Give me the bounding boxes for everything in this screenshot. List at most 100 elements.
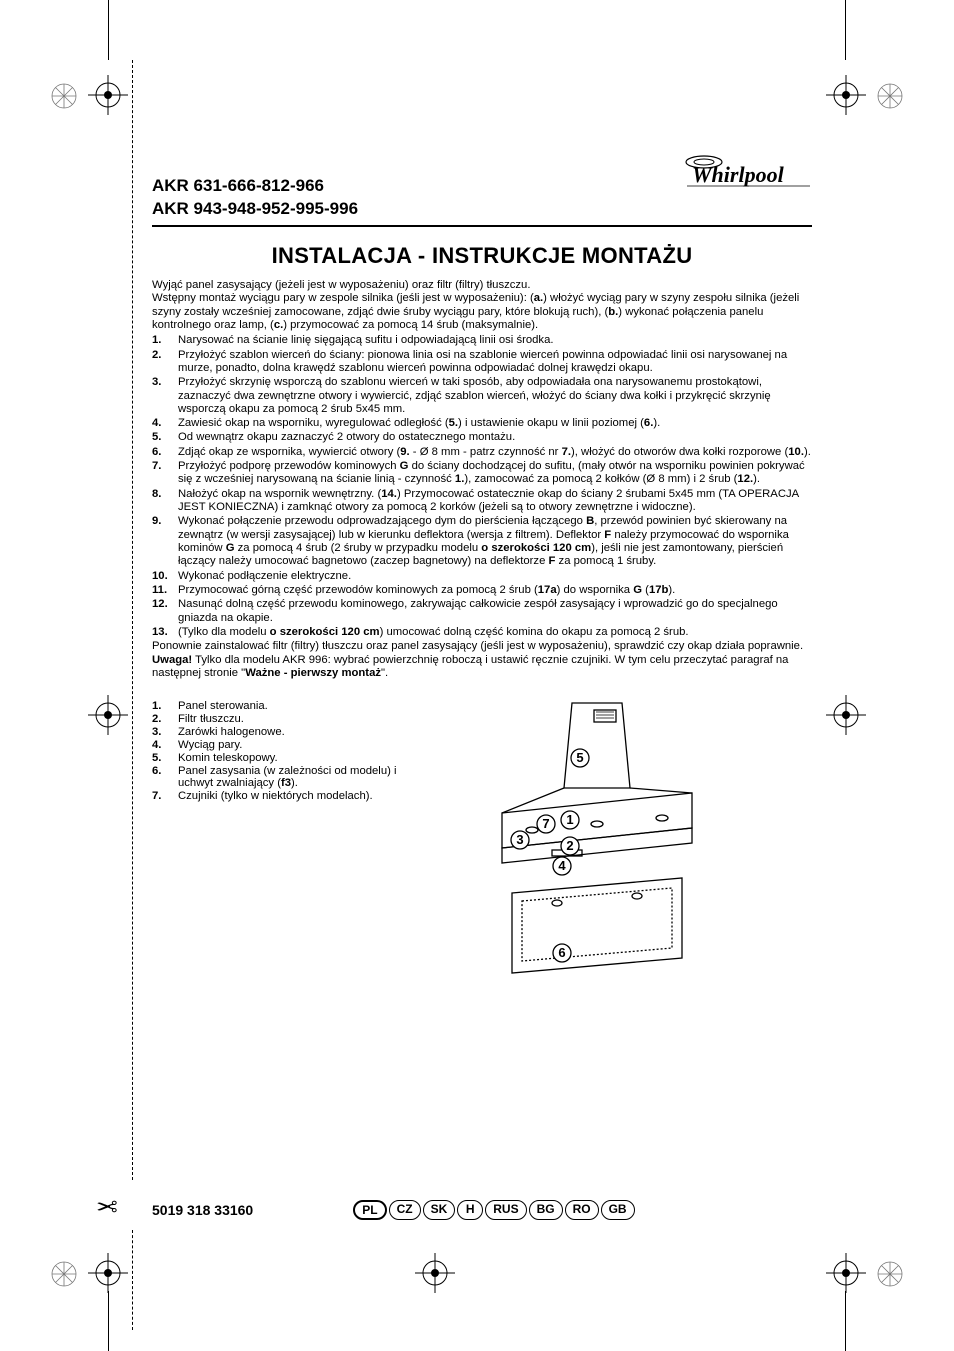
step-item: 2.Przyłożyć szablon wierceń do ściany: p… [152, 349, 812, 376]
svg-text:4: 4 [558, 858, 566, 873]
registration-mark [415, 1253, 455, 1293]
step-number: 6. [152, 446, 178, 459]
legend-number: 3. [152, 726, 178, 738]
legend-item: 7.Czujniki (tylko w niektórych modelach)… [152, 790, 402, 802]
step-number: 2. [152, 349, 178, 376]
legend-text: Zarówki halogenowe. [178, 726, 402, 738]
registration-mark [826, 695, 866, 735]
legend-text: Panel zasysania (w zależności od modelu)… [178, 765, 402, 789]
lang-pill-sk: SK [423, 1200, 456, 1220]
step-item: 10.Wykonać podłączenie elektryczne. [152, 570, 812, 583]
registration-mark [826, 1253, 866, 1293]
svg-text:Whirlpool: Whirlpool [692, 162, 785, 187]
legend-item: 1.Panel sterowania. [152, 700, 402, 712]
step-item: 4.Zawiesić okap na wsporniku, wyregulowa… [152, 417, 812, 430]
step-number: 10. [152, 570, 178, 583]
step-item: 12.Nasunąć dolną część przewodu kominowe… [152, 598, 812, 625]
document-number: 5019 318 33160 [152, 1202, 253, 1218]
svg-text:5: 5 [576, 750, 583, 765]
step-item: 5.Od wewnątrz okapu zaznaczyć 2 otwory d… [152, 431, 812, 444]
step-number: 12. [152, 598, 178, 625]
lang-pill-ro: RO [565, 1200, 599, 1220]
legend-text: Panel sterowania. [178, 700, 402, 712]
step-number: 3. [152, 376, 178, 416]
legend-item: 2.Filtr tłuszczu. [152, 713, 402, 725]
lang-pill-cz: CZ [389, 1200, 421, 1220]
brand-logo: Whirlpool [682, 150, 812, 195]
page-footer: 5019 318 33160 PLCZSKHRUSBGROGB [152, 1200, 812, 1220]
legend-block: 1.Panel sterowania.2.Filtr tłuszczu.3.Za… [152, 698, 812, 998]
cut-line [132, 1230, 133, 1330]
crop-mark [108, 1291, 109, 1351]
step-number: 9. [152, 515, 178, 568]
legend-item: 5.Komin teleskopowy. [152, 752, 402, 764]
svg-text:2: 2 [566, 838, 573, 853]
svg-text:1: 1 [566, 812, 573, 827]
scissors-icon: ✂ [96, 1190, 118, 1221]
cut-line [132, 60, 133, 1180]
step-text: Narysować na ścianie linię sięgającą suf… [178, 334, 812, 347]
step-text: Zawiesić okap na wsporniku, wyregulować … [178, 417, 812, 430]
step-text: Wykonać połączenie przewodu odprowadzają… [178, 515, 812, 568]
legend-text: Czujniki (tylko w niektórych modelach). [178, 790, 402, 802]
legend-number: 1. [152, 700, 178, 712]
step-text: Wykonać podłączenie elektryczne. [178, 570, 812, 583]
step-item: 13.(Tylko dla modelu o szerokości 120 cm… [152, 626, 812, 639]
lang-pill-rus: RUS [485, 1200, 526, 1220]
step-item: 9.Wykonać połączenie przewodu odprowadza… [152, 515, 812, 568]
step-text: (Tylko dla modelu o szerokości 120 cm) u… [178, 626, 812, 639]
registration-mark [88, 1253, 128, 1293]
outro-p2: Uwaga! Tylko dla modelu AKR 996: wybrać … [152, 654, 812, 681]
page-title: INSTALACJA - INSTRUKCJE MONTAŻU [152, 243, 812, 269]
step-text: Zdjąć okap ze wspornika, wywiercić otwor… [178, 446, 812, 459]
product-diagram: 5 1 7 3 2 4 6 [462, 698, 812, 998]
legend-text: Filtr tłuszczu. [178, 713, 402, 725]
legend-number: 2. [152, 713, 178, 725]
svg-text:7: 7 [542, 816, 549, 831]
intro-p2: Wstępny montaż wyciągu pary w zespole si… [152, 292, 812, 332]
crop-mark [845, 1291, 846, 1351]
step-item: 1.Narysować na ścianie linię sięgającą s… [152, 334, 812, 347]
star-mark [876, 1260, 904, 1288]
step-number: 13. [152, 626, 178, 639]
divider [152, 225, 812, 227]
step-text: Nałożyć okap na wspornik wewnętrzny. (14… [178, 488, 812, 515]
step-number: 7. [152, 460, 178, 487]
step-text: Nasunąć dolną część przewodu kominowego,… [178, 598, 812, 625]
language-pills: PLCZSKHRUSBGROGB [353, 1200, 634, 1220]
crop-mark [108, 0, 109, 60]
legend-number: 6. [152, 765, 178, 789]
steps-list: 1.Narysować na ścianie linię sięgającą s… [152, 334, 812, 639]
step-number: 5. [152, 431, 178, 444]
step-number: 11. [152, 584, 178, 597]
step-item: 11.Przymocować górną część przewodów kom… [152, 584, 812, 597]
lang-pill-gb: GB [601, 1200, 635, 1220]
model-line-2: AKR 943-948-952-995-996 [152, 198, 812, 221]
star-mark [876, 82, 904, 110]
svg-text:3: 3 [516, 832, 523, 847]
legend-number: 4. [152, 739, 178, 751]
step-number: 4. [152, 417, 178, 430]
star-mark [50, 82, 78, 110]
svg-text:6: 6 [558, 945, 565, 960]
step-item: 7.Przyłożyć podporę przewodów kominowych… [152, 460, 812, 487]
step-number: 1. [152, 334, 178, 347]
lang-pill-bg: BG [529, 1200, 563, 1220]
registration-mark [88, 75, 128, 115]
star-mark [50, 1260, 78, 1288]
lang-pill-h: H [457, 1200, 483, 1220]
body-text: Wyjąć panel zasysający (jeżeli jest w wy… [152, 279, 812, 681]
legend-item: 3.Zarówki halogenowe. [152, 726, 402, 738]
step-item: 8.Nałożyć okap na wspornik wewnętrzny. (… [152, 488, 812, 515]
step-text: Przyłożyć podporę przewodów kominowych G… [178, 460, 812, 487]
legend-text: Wyciąg pary. [178, 739, 402, 751]
outro-p1: Ponownie zainstalować filtr (filtry) tłu… [152, 640, 812, 653]
step-number: 8. [152, 488, 178, 515]
page-content: Whirlpool AKR 631-666-812-966 AKR 943-94… [152, 150, 812, 998]
legend-list: 1.Panel sterowania.2.Filtr tłuszczu.3.Za… [152, 698, 402, 998]
legend-number: 5. [152, 752, 178, 764]
step-text: Przyłożyć skrzynię wsporczą do szablonu … [178, 376, 812, 416]
step-item: 6.Zdjąć okap ze wspornika, wywiercić otw… [152, 446, 812, 459]
crop-mark [845, 0, 846, 60]
step-text: Przymocować górną część przewodów komino… [178, 584, 812, 597]
